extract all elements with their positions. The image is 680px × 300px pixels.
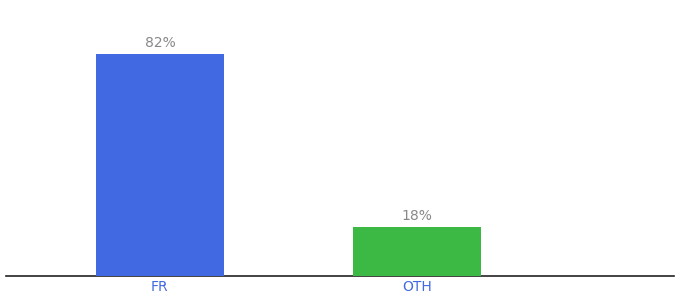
Text: 82%: 82% xyxy=(145,36,175,50)
Bar xyxy=(353,227,481,276)
Bar xyxy=(96,54,224,276)
Text: 18%: 18% xyxy=(402,209,432,223)
